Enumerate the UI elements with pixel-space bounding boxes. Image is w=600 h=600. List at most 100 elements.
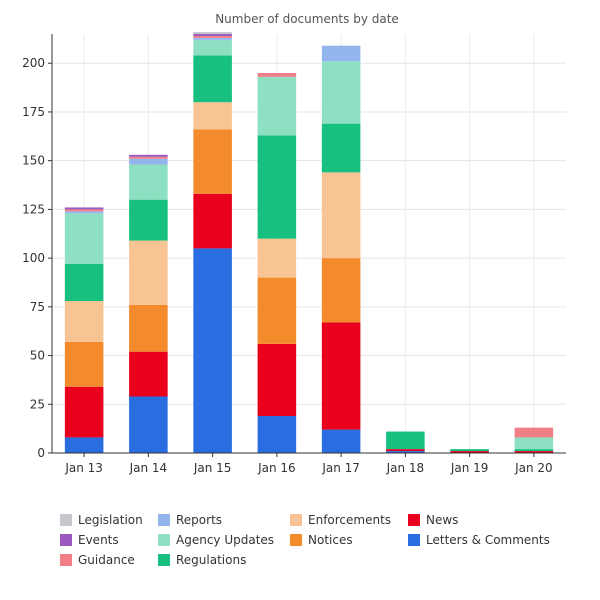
bar-segment	[257, 76, 297, 136]
bar-segment	[64, 300, 104, 342]
bar-segment	[129, 304, 168, 352]
legend-item[interactable]: News	[408, 512, 558, 528]
bar-segment	[321, 258, 361, 323]
bar-segment	[514, 437, 554, 450]
bar-segment	[193, 34, 232, 36]
legend-swatch	[408, 514, 420, 526]
bar-segment	[257, 343, 297, 416]
legend-item[interactable]: Letters & Comments	[408, 532, 558, 548]
legend-item[interactable]: Enforcements	[290, 512, 408, 528]
bar-segment	[321, 429, 361, 453]
bar-segment	[129, 199, 168, 241]
bar-segment	[193, 102, 232, 130]
y-tick-label: 150	[22, 154, 45, 168]
y-tick-label: 0	[37, 446, 45, 460]
stacked-bar-chart: 0 25 50 75 100 125 150 175 200 Jan 13 Jan 14 Jan 15…	[22, 32, 566, 475]
x-tick-label: Jan 16	[257, 461, 296, 475]
bar-segment	[193, 248, 232, 453]
legend-item[interactable]: Regulations	[158, 552, 290, 568]
bar-segment	[386, 451, 425, 453]
x-tick-label: Jan 17	[321, 461, 360, 475]
y-tick-label: 100	[22, 251, 45, 265]
x-tick-label: Jan 18	[386, 461, 425, 475]
bar-segment	[321, 61, 361, 124]
bar-segment	[129, 164, 168, 200]
bar-segment	[193, 37, 232, 40]
legend-label: Guidance	[78, 553, 135, 567]
bar-segment	[321, 322, 361, 430]
bar-segment	[321, 45, 361, 62]
y-tick-label: 75	[30, 300, 45, 314]
bar-segment	[64, 341, 104, 387]
bar-segment	[64, 263, 104, 301]
legend-item[interactable]: Guidance	[60, 552, 158, 568]
bar-segment	[514, 427, 554, 438]
bar-segment	[257, 415, 297, 453]
x-tick-label: Jan 19	[450, 461, 489, 475]
chart-legend: Legislation Reports Enforcements News Events…	[60, 512, 580, 568]
y-tick-label: 125	[22, 202, 45, 216]
bar-segment	[193, 55, 232, 103]
legend-swatch	[408, 534, 420, 546]
bar-segment	[514, 449, 554, 452]
legend-swatch	[158, 554, 170, 566]
bar-segment	[193, 39, 232, 56]
legend-label: Regulations	[176, 553, 247, 567]
bar-segment	[450, 451, 489, 453]
bar-segment	[257, 277, 297, 344]
bar-segment	[193, 193, 232, 249]
bar-segment	[193, 32, 232, 34]
legend-swatch	[290, 514, 302, 526]
bar-segment	[64, 211, 104, 214]
y-tick-label: 25	[30, 397, 45, 411]
legend-item[interactable]: Events	[60, 532, 158, 548]
bar-segment	[64, 213, 104, 264]
x-tick-label: Jan 13	[64, 461, 103, 475]
x-tick-label: Jan 15	[193, 461, 232, 475]
bar-segment	[257, 72, 297, 77]
bar-segment	[386, 449, 425, 452]
legend-swatch	[60, 534, 72, 546]
legend-item[interactable]: Reports	[158, 512, 290, 528]
legend-label: Events	[78, 533, 119, 547]
bar-segment	[450, 449, 489, 452]
y-tick-label: 175	[22, 105, 45, 119]
x-tick-label: Jan 14	[129, 461, 168, 475]
legend-label: Letters & Comments	[426, 533, 550, 547]
bar-segment	[129, 156, 168, 159]
legend-swatch	[158, 534, 170, 546]
legend-label: Enforcements	[308, 513, 392, 527]
legend-item[interactable]: Notices	[290, 532, 408, 548]
bar-segment	[386, 431, 425, 450]
chart-title: Number of documents by date	[215, 12, 399, 26]
bar-segment	[129, 154, 168, 157]
legend-label: News	[426, 513, 459, 527]
y-tick-label: 200	[22, 56, 45, 70]
bar-segment	[257, 238, 297, 278]
legend-label: Reports	[176, 513, 223, 527]
bar-segment	[321, 123, 361, 173]
legend-swatch	[60, 554, 72, 566]
bar-segment	[129, 158, 168, 165]
bar-segment	[193, 129, 232, 194]
bar-segment	[129, 351, 168, 397]
legend-item[interactable]: Agency Updates	[158, 532, 290, 548]
legend-label: Agency Updates	[176, 533, 275, 547]
bar-segment	[257, 135, 297, 239]
bar-segment	[129, 240, 168, 305]
bar-segment	[64, 207, 104, 210]
bar-segment	[193, 35, 232, 38]
legend-label: Notices	[308, 533, 353, 547]
legend-swatch	[60, 514, 72, 526]
legend-swatch	[158, 514, 170, 526]
y-tick-label: 50	[30, 349, 45, 363]
legend-label: Legislation	[78, 513, 143, 527]
bar-segment	[129, 396, 168, 453]
bar-segment	[64, 437, 104, 453]
bar-segment	[514, 451, 554, 453]
legend-item[interactable]: Legislation	[60, 512, 158, 528]
bar-segment	[64, 386, 104, 438]
bar-segment	[321, 172, 361, 259]
x-tick-label: Jan 20	[514, 461, 553, 475]
